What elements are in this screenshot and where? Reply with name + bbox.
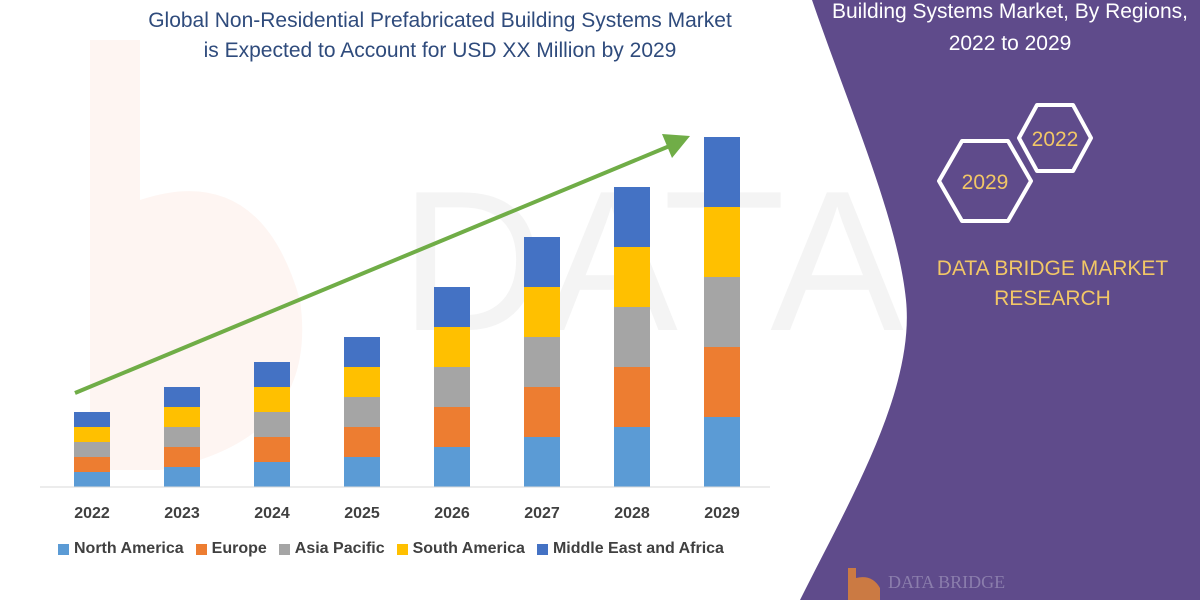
bar-segment-2023-europe bbox=[164, 447, 200, 467]
x-tick-label: 2023 bbox=[164, 505, 200, 522]
bar-segment-2024-north-america bbox=[254, 462, 290, 487]
chart-legend: North America Europe Asia Pacific South Ame… bbox=[58, 540, 724, 558]
trend-arrow bbox=[74, 134, 690, 395]
hexagon-2022-label: 2022 bbox=[1032, 128, 1079, 151]
bar-segment-2028-north-america bbox=[614, 427, 650, 487]
bar-segment-2027-europe bbox=[524, 387, 560, 437]
x-tick-label: 2026 bbox=[434, 505, 470, 522]
bar-segment-2026-south-america bbox=[434, 327, 470, 367]
legend-swatch bbox=[58, 543, 69, 555]
bar-segment-2025-middle-east-and-africa bbox=[344, 337, 380, 367]
bar-segment-2025-europe bbox=[344, 427, 380, 457]
legend-swatch bbox=[536, 543, 548, 555]
bar-segment-2029-europe bbox=[704, 347, 740, 417]
bar-segment-2023-middle-east-and-africa bbox=[164, 387, 200, 407]
bar-segment-2023-north-america bbox=[164, 467, 200, 487]
legend-item: Asia Pacific bbox=[278, 540, 385, 558]
data-bridge-logo: DATA BRIDGE bbox=[848, 568, 1005, 600]
bar-segment-2023-south-america bbox=[164, 407, 200, 427]
bar-segment-2029-south-america bbox=[704, 207, 740, 277]
bar-segment-2022-north-america bbox=[74, 472, 110, 487]
bar-segment-2026-middle-east-and-africa bbox=[434, 287, 470, 327]
side-panel-title-line-1: Building Systems Market, By Regions, bbox=[832, 0, 1188, 23]
svg-text:DATA BRIDGE: DATA BRIDGE bbox=[888, 572, 1005, 592]
bar-segment-2029-asia-pacific bbox=[704, 277, 740, 347]
x-tick-label: 2022 bbox=[74, 505, 110, 522]
bar-segment-2028-europe bbox=[614, 367, 650, 427]
hexagon-2022: 2022 bbox=[1017, 103, 1093, 173]
bar-segment-2024-europe bbox=[254, 437, 290, 462]
legend-label: North America bbox=[74, 540, 184, 557]
bar-segment-2022-europe bbox=[74, 457, 110, 472]
bar-segment-2025-asia-pacific bbox=[344, 397, 380, 427]
brand-name-line-2: RESEARCH bbox=[994, 287, 1111, 310]
trend-arrow-shaft bbox=[74, 143, 673, 395]
bar-segment-2022-asia-pacific bbox=[74, 442, 110, 457]
bar-segment-2027-south-america bbox=[524, 287, 560, 337]
x-tick-label: 2028 bbox=[614, 505, 650, 522]
side-panel-background bbox=[800, 0, 1200, 600]
legend-item: South America bbox=[396, 540, 525, 558]
x-axis-labels: 2022 2023 2024 2025 2026 2027 2028 2029 bbox=[74, 505, 740, 522]
hexagon-2029-label: 2029 bbox=[962, 171, 1009, 194]
bar-segment-2028-asia-pacific bbox=[614, 307, 650, 367]
bar-segment-2026-north-america bbox=[434, 447, 470, 487]
bar-segment-2027-middle-east-and-africa bbox=[524, 237, 560, 287]
brand-name: DATA BRIDGE MARKET RESEARCH bbox=[900, 254, 1200, 314]
chart-title-line-2: is Expected to Account for USD XX Millio… bbox=[203, 39, 677, 62]
bar-segment-2023-asia-pacific bbox=[164, 427, 200, 447]
legend-item: North America bbox=[58, 540, 184, 558]
legend-label: Europe bbox=[211, 540, 267, 557]
bar-segment-2022-south-america bbox=[74, 427, 110, 442]
legend-label: Middle East and Africa bbox=[552, 540, 724, 557]
trend-arrow-head bbox=[662, 134, 690, 158]
bar-segment-2029-north-america bbox=[704, 417, 740, 487]
bar-segment-2024-south-america bbox=[254, 387, 290, 412]
bar-segment-2028-middle-east-and-africa bbox=[614, 187, 650, 247]
bar-segment-2028-south-america bbox=[614, 247, 650, 307]
x-tick-label: 2027 bbox=[524, 505, 560, 522]
x-tick-label: 2029 bbox=[704, 505, 740, 522]
x-tick-label: 2024 bbox=[254, 505, 290, 522]
legend-swatch bbox=[195, 543, 207, 555]
brand-name-line-1: DATA BRIDGE MARKET bbox=[936, 257, 1169, 280]
legend-swatch bbox=[278, 543, 290, 555]
legend-label: South America bbox=[412, 540, 525, 557]
bar-segment-2029-middle-east-and-africa bbox=[704, 137, 740, 207]
bar-segment-2027-north-america bbox=[524, 437, 560, 487]
x-tick-label: 2025 bbox=[344, 505, 380, 522]
side-panel-title: Building Systems Market, By Regions, 202… bbox=[810, 0, 1200, 60]
bar-segment-2026-europe bbox=[434, 407, 470, 447]
bar-segment-2027-asia-pacific bbox=[524, 337, 560, 387]
legend-swatch bbox=[396, 543, 408, 555]
chart-title-line-1: Global Non-Residential Prefabricated Bui… bbox=[148, 9, 732, 32]
legend-label: Asia Pacific bbox=[294, 540, 385, 557]
chart-title: Global Non-Residential Prefabricated Bui… bbox=[90, 6, 790, 66]
plot-area bbox=[74, 137, 740, 487]
legend-item: Middle East and Africa bbox=[536, 540, 724, 558]
bar-segment-2024-asia-pacific bbox=[254, 412, 290, 437]
hexagon-2029: 2029 bbox=[937, 139, 1033, 223]
bar-segment-2024-middle-east-and-africa bbox=[254, 362, 290, 387]
bar-segment-2022-middle-east-and-africa bbox=[74, 412, 110, 427]
bar-segment-2025-north-america bbox=[344, 457, 380, 487]
bar-segment-2025-south-america bbox=[344, 367, 380, 397]
side-panel-title-line-2: 2022 to 2029 bbox=[948, 32, 1072, 55]
legend-item: Europe bbox=[195, 540, 267, 558]
bar-segment-2026-asia-pacific bbox=[434, 367, 470, 407]
